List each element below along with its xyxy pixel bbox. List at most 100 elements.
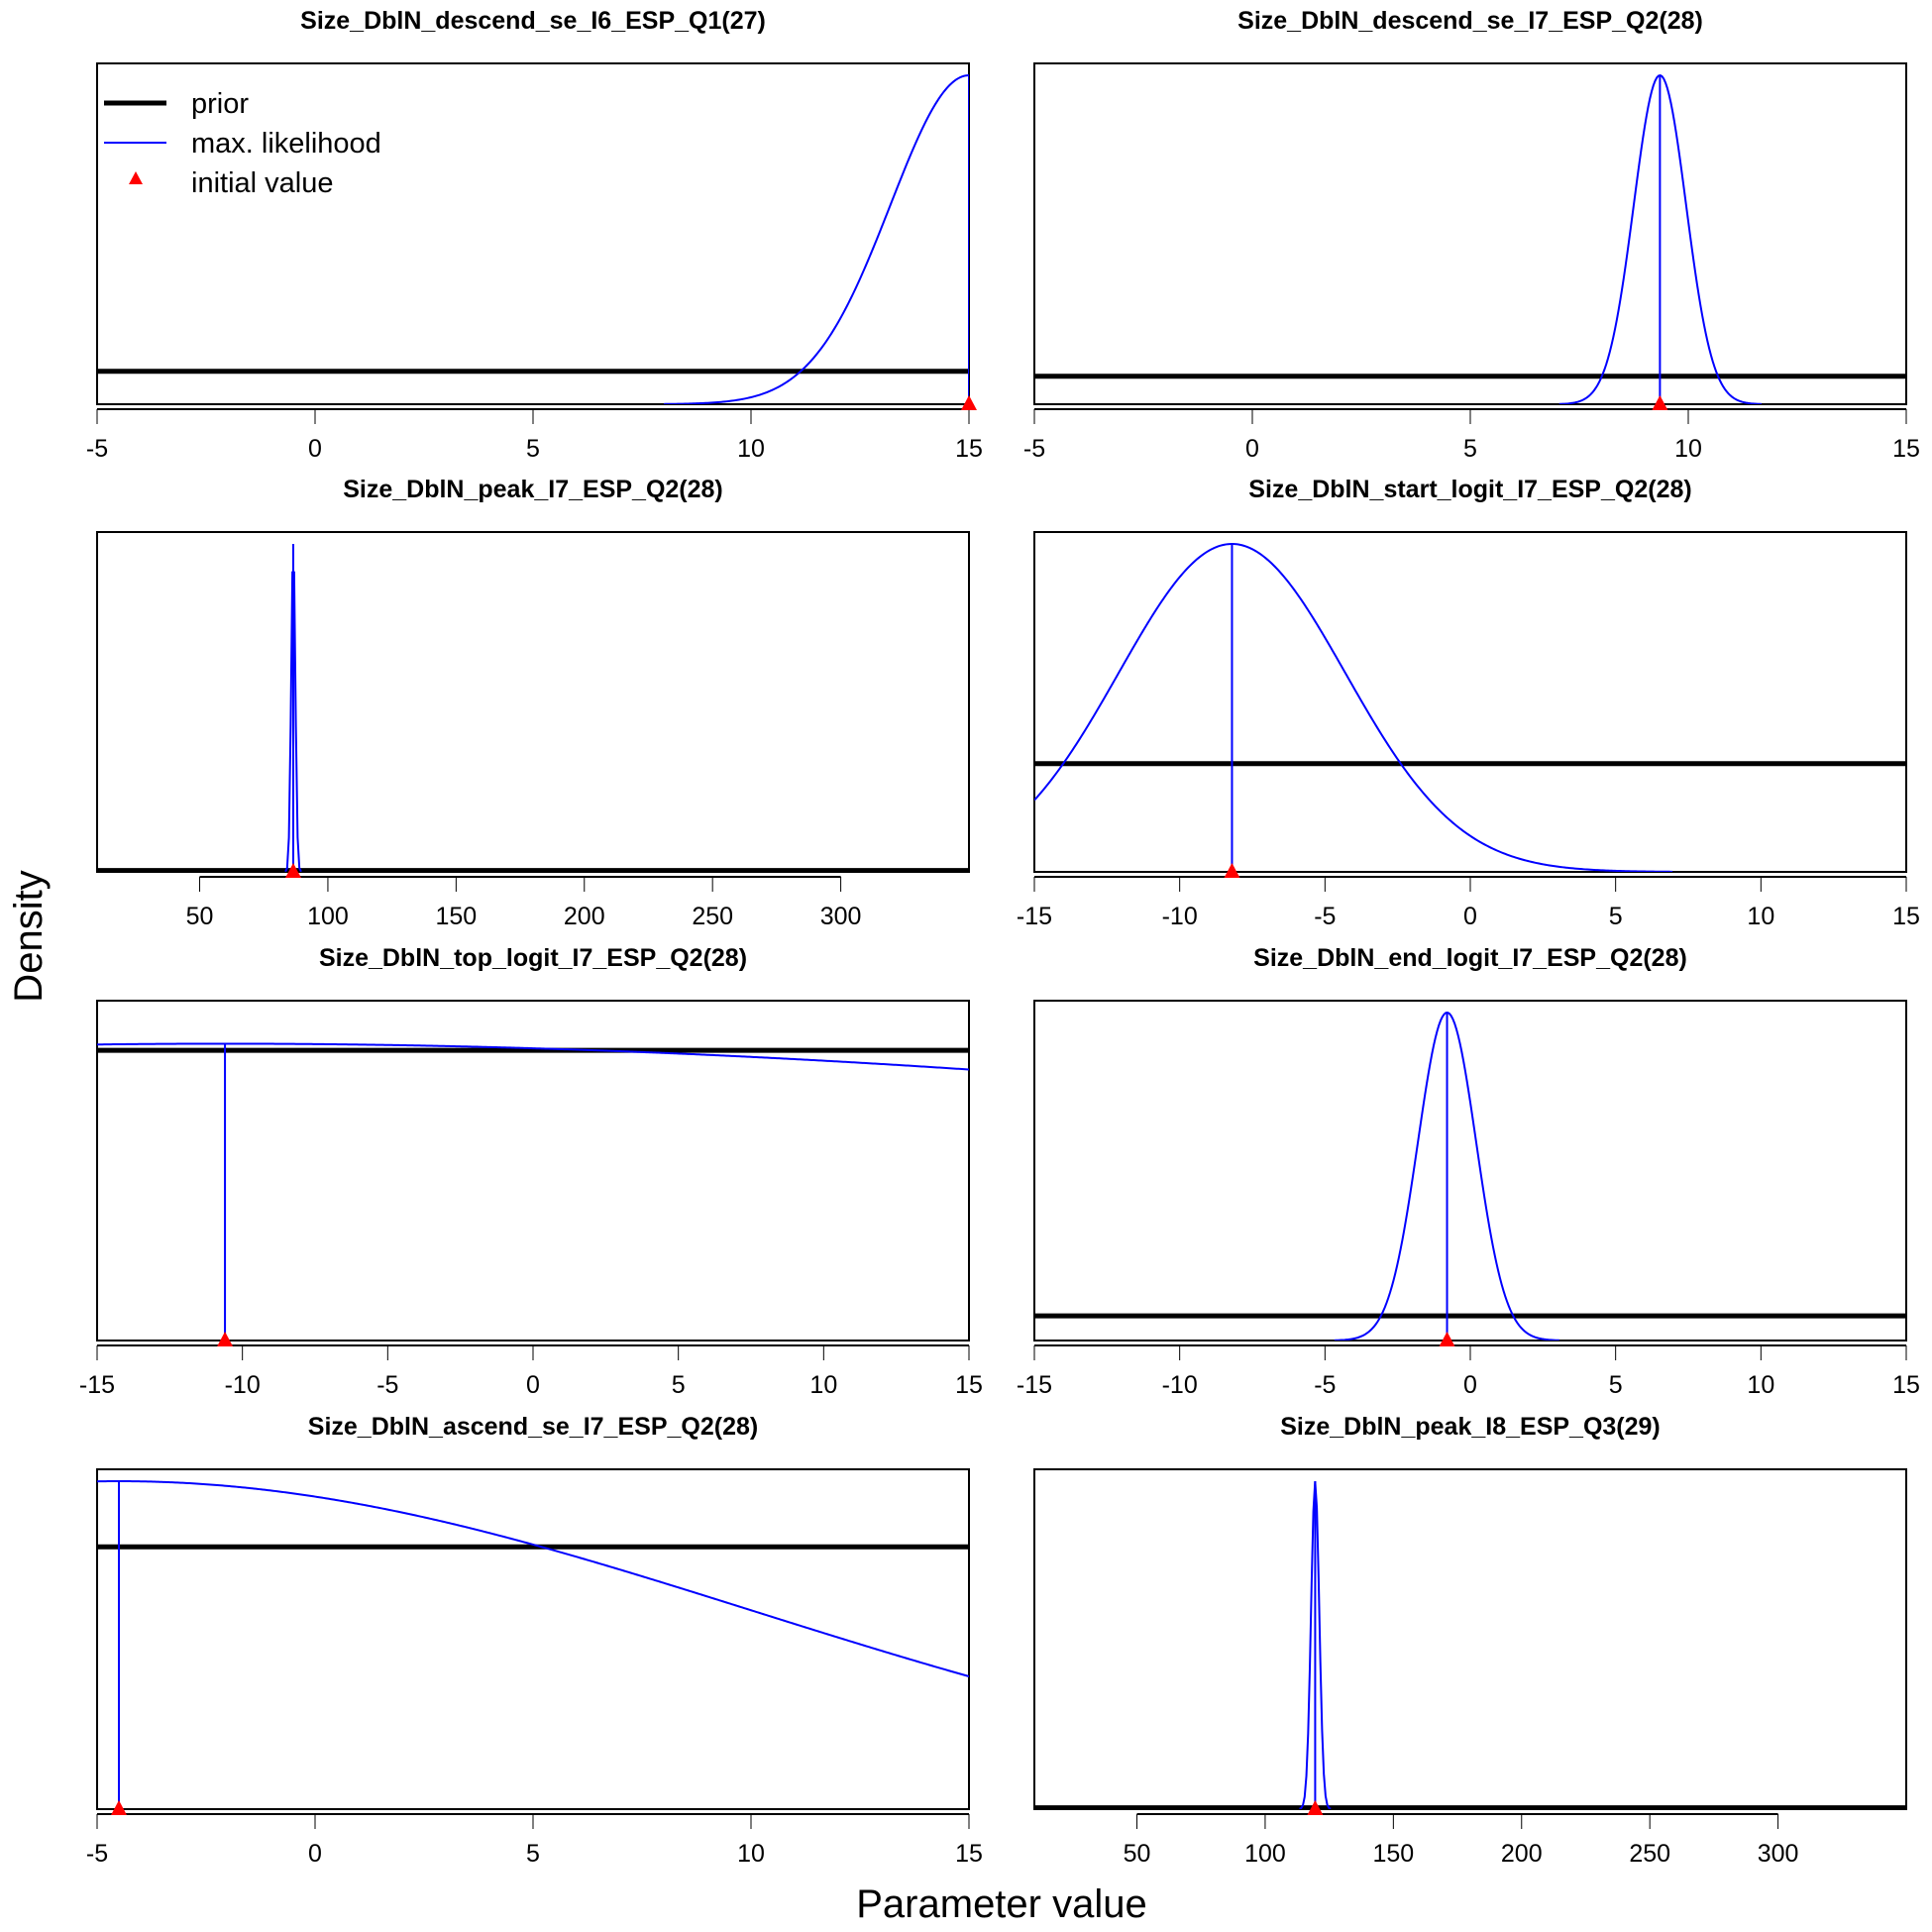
panel-title: Size_DblN_ascend_se_I7_ESP_Q2(28) <box>308 1413 758 1441</box>
x-tick-label: 150 <box>1372 1840 1414 1868</box>
plot-area <box>1034 1012 1906 1341</box>
x-tick-label: -10 <box>225 1371 261 1399</box>
x-tick-label: 100 <box>307 903 349 930</box>
x-tick-label: -10 <box>1162 1371 1198 1399</box>
x-tick-label: 0 <box>526 1371 540 1399</box>
panel-title: Size_DblN_peak_I8_ESP_Q3(29) <box>1280 1413 1661 1441</box>
panel-8: Size_DblN_peak_I8_ESP_Q3(29) 50 100 150 200 2… <box>1033 1413 1907 1868</box>
plot-frame <box>96 531 970 873</box>
likelihood-curve <box>97 1042 969 1071</box>
initial-value-marker <box>1652 395 1668 410</box>
x-tick-label: -10 <box>1162 903 1198 930</box>
panel-title: Size_DblN_top_logit_I7_ESP_Q2(28) <box>319 944 747 972</box>
x-tick-label: 10 <box>1747 903 1774 930</box>
plot-frame <box>96 1000 970 1342</box>
initial-value-marker <box>1439 1332 1455 1346</box>
x-tick-label: 15 <box>1892 1371 1920 1399</box>
panel-4: Size_DblN_start_logit_I7_ESP_Q2(28) -15 -1… <box>1017 476 1920 930</box>
plot-frame <box>1033 531 1907 873</box>
x-tick-label: 200 <box>564 903 605 930</box>
plot-frame <box>1033 1468 1907 1810</box>
plot-frame <box>1033 1000 1907 1342</box>
x-tick-label: 50 <box>186 903 214 930</box>
panel-title: Size_DblN_end_logit_I7_ESP_Q2(28) <box>1253 944 1687 972</box>
plot-area <box>97 1480 969 1809</box>
x-tick-label: 0 <box>308 1840 322 1868</box>
x-tick-label: 15 <box>1892 903 1920 930</box>
x-tick-label: 5 <box>526 1840 540 1868</box>
x-tick-label: 200 <box>1501 1840 1543 1868</box>
panel-7: Size_DblN_ascend_se_I7_ESP_Q2(28) -5 0 5 10 1… <box>86 1413 983 1868</box>
x-tick-label: 50 <box>1124 1840 1151 1868</box>
x-tick-label: 0 <box>1463 903 1477 930</box>
likelihood-curve <box>97 1480 969 1677</box>
initial-value-marker <box>217 1332 234 1346</box>
x-tick-label: 300 <box>820 903 862 930</box>
x-axis-title: Parameter value <box>856 1882 1146 1926</box>
legend: prior max. likelihood initial value <box>104 88 381 199</box>
x-tick-label: 10 <box>1674 435 1702 463</box>
plot-area <box>97 544 969 872</box>
x-tick-label: -15 <box>79 1371 115 1399</box>
x-tick-label: 15 <box>955 435 983 463</box>
likelihood-curve <box>663 74 969 404</box>
initial-value-marker <box>1307 1800 1324 1815</box>
plot-frame <box>96 1468 970 1810</box>
panel-title: Size_DblN_peak_I7_ESP_Q2(28) <box>343 476 723 503</box>
x-tick-label: -5 <box>1314 903 1336 930</box>
likelihood-curve <box>1034 542 1673 872</box>
x-tick-label: -5 <box>1314 1371 1336 1399</box>
plot-area <box>97 74 969 404</box>
x-tick-label: 10 <box>737 435 765 463</box>
x-tick-label: -5 <box>86 435 108 463</box>
x-tick-label: 0 <box>1245 435 1259 463</box>
y-axis-title: Density <box>7 870 51 1002</box>
x-tick-label: -15 <box>1017 903 1052 930</box>
x-tick-label: 100 <box>1244 1840 1286 1868</box>
x-tick-label: 250 <box>692 903 733 930</box>
panel-1: Size_DblN_descend_se_I6_ESP_Q1(27) -5 0 5 10… <box>86 7 983 463</box>
x-tick-label: 10 <box>737 1840 765 1868</box>
x-tick-label: 15 <box>955 1840 983 1868</box>
plot-area <box>1034 1480 1906 1809</box>
x-tick-label: 250 <box>1629 1840 1670 1868</box>
x-tick-label: -5 <box>1023 435 1045 463</box>
x-tick-label: 5 <box>526 435 540 463</box>
x-tick-label: 150 <box>435 903 477 930</box>
x-tick-label: 10 <box>1747 1371 1774 1399</box>
x-tick-label: -5 <box>86 1840 108 1868</box>
plot-frame <box>1033 62 1907 405</box>
x-tick-label: 5 <box>1463 435 1477 463</box>
panel-3: Size_DblN_peak_I7_ESP_Q2(28) 50 100 150 200 2… <box>96 476 970 930</box>
panel-title: Size_DblN_start_logit_I7_ESP_Q2(28) <box>1248 476 1691 503</box>
panel-title: Size_DblN_descend_se_I6_ESP_Q1(27) <box>300 7 766 35</box>
initial-value-marker <box>961 395 977 410</box>
x-tick-label: 10 <box>809 1371 837 1399</box>
legend-initial-value-marker <box>129 171 143 184</box>
x-tick-label: -5 <box>376 1371 398 1399</box>
panel-6: Size_DblN_end_logit_I7_ESP_Q2(28) -15 -10 -… <box>1017 944 1920 1399</box>
x-tick-label: 5 <box>1609 1371 1623 1399</box>
panel-title: Size_DblN_descend_se_I7_ESP_Q2(28) <box>1237 7 1703 35</box>
x-tick-label: 5 <box>672 1371 686 1399</box>
panel-2: Size_DblN_descend_se_I7_ESP_Q2(28) -5 0 5 10… <box>1023 7 1920 463</box>
plot-area <box>1034 73 1906 404</box>
x-tick-label: 15 <box>1892 435 1920 463</box>
plot-area <box>1034 542 1906 872</box>
x-tick-label: -15 <box>1017 1371 1052 1399</box>
panels-group: Size_DblN_descend_se_I6_ESP_Q1(27) -5 0 5 10… <box>79 7 1920 1868</box>
initial-value-marker <box>111 1800 127 1815</box>
plot-area <box>97 1042 969 1341</box>
x-tick-label: 5 <box>1609 903 1623 930</box>
legend-prior-label: prior <box>191 88 249 120</box>
x-tick-label: 0 <box>1463 1371 1477 1399</box>
x-tick-label: 0 <box>308 435 322 463</box>
legend-likelihood-label: max. likelihood <box>191 128 381 160</box>
legend-initial-value-label: initial value <box>191 167 333 199</box>
x-tick-label: 300 <box>1758 1840 1799 1868</box>
panel-5: Size_DblN_top_logit_I7_ESP_Q2(28) -15 -10 -… <box>79 944 983 1399</box>
x-tick-label: 15 <box>955 1371 983 1399</box>
initial-value-marker <box>285 863 301 878</box>
initial-value-marker <box>1224 863 1240 878</box>
